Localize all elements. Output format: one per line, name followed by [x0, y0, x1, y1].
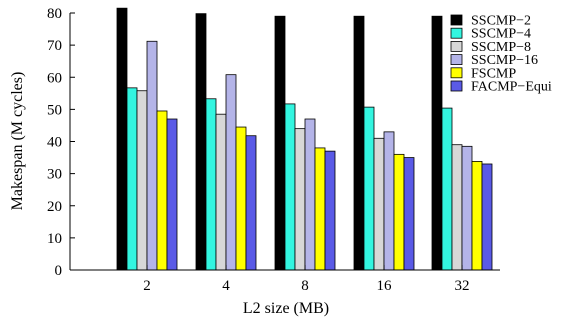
bar-32-series-1: [431, 15, 443, 271]
bar-8-series-4: [304, 118, 316, 271]
bar-16-series-6: [403, 157, 415, 271]
ticks-layer: 0 10 20 30 40 50 60 70 80 2 4 8 16 32: [47, 6, 470, 294]
legend-swatch-series-6: [450, 80, 463, 92]
y-tick-label: 20: [47, 199, 62, 215]
legend-label-series-1: SSCMP−2: [471, 14, 531, 29]
bar-16-series-1: [353, 15, 365, 271]
bar-2-series-5: [156, 110, 168, 271]
legend-swatch-series-2: [450, 27, 463, 39]
y-tick-label: 40: [47, 135, 62, 151]
legend-swatch-series-1: [450, 14, 463, 26]
bar-32-series-4: [461, 145, 473, 271]
legend-label-series-6: FACMP−Equi: [471, 80, 552, 95]
bar-4-series-4: [225, 74, 237, 271]
legend-swatch-series-5: [450, 67, 463, 79]
bar-8-series-1: [274, 15, 286, 271]
bar-32-series-6: [481, 163, 493, 271]
bar-8-series-3: [294, 128, 306, 271]
x-tick-label: 32: [455, 278, 470, 294]
bar-2-series-1: [116, 7, 128, 271]
x-tick-label: 16: [377, 278, 393, 294]
legend-label-series-2: SSCMP−4: [471, 27, 531, 42]
y-tick-label: 10: [47, 231, 62, 247]
bar-4-series-6: [245, 135, 257, 271]
bar-4-series-3: [215, 113, 227, 271]
legend-label-series-5: FSCMP: [471, 66, 516, 81]
bar-4-series-1: [195, 13, 207, 271]
bar-8-series-6: [324, 150, 336, 271]
bar-2-series-2: [126, 87, 138, 271]
bar-16-series-4: [383, 131, 395, 271]
bars-layer: [116, 7, 493, 271]
x-tick-label: 2: [143, 278, 151, 294]
bar-16-series-5: [393, 153, 405, 271]
bar-32-series-5: [471, 161, 483, 271]
bar-32-series-3: [451, 144, 463, 271]
bar-2-series-4: [146, 40, 158, 271]
bar-32-series-2: [441, 107, 453, 271]
bar-16-series-3: [373, 137, 385, 271]
y-tick-label: 50: [47, 102, 62, 118]
y-tick-label: 70: [47, 38, 62, 54]
legend-swatch-series-3: [450, 41, 463, 52]
bar-4-series-2: [205, 98, 217, 271]
x-tick-label: 8: [301, 278, 309, 294]
legend-swatch-series-4: [450, 54, 463, 65]
y-axis-label: Makespan (M cycles): [9, 72, 26, 211]
x-axis-label: L2 size (MB): [243, 300, 329, 317]
x-tick-label: 4: [222, 278, 230, 294]
bar-4-series-5: [235, 126, 247, 271]
y-tick-label: 30: [47, 167, 62, 183]
bar-8-series-5: [314, 147, 326, 271]
legend-label-series-3: SSCMP−8: [471, 40, 531, 55]
legend: SSCMP−2SSCMP−4SSCMP−8SSCMP−16FSCMPFACMP−…: [450, 14, 552, 95]
legend-label-series-4: SSCMP−16: [471, 53, 538, 68]
y-tick-label: 80: [47, 6, 62, 22]
y-tick-label: 60: [47, 70, 62, 86]
y-tick-label: 0: [55, 263, 63, 279]
bar-2-series-3: [136, 90, 148, 271]
bar-2-series-6: [166, 118, 178, 271]
bar-8-series-2: [284, 103, 296, 271]
bar-16-series-2: [363, 106, 375, 271]
